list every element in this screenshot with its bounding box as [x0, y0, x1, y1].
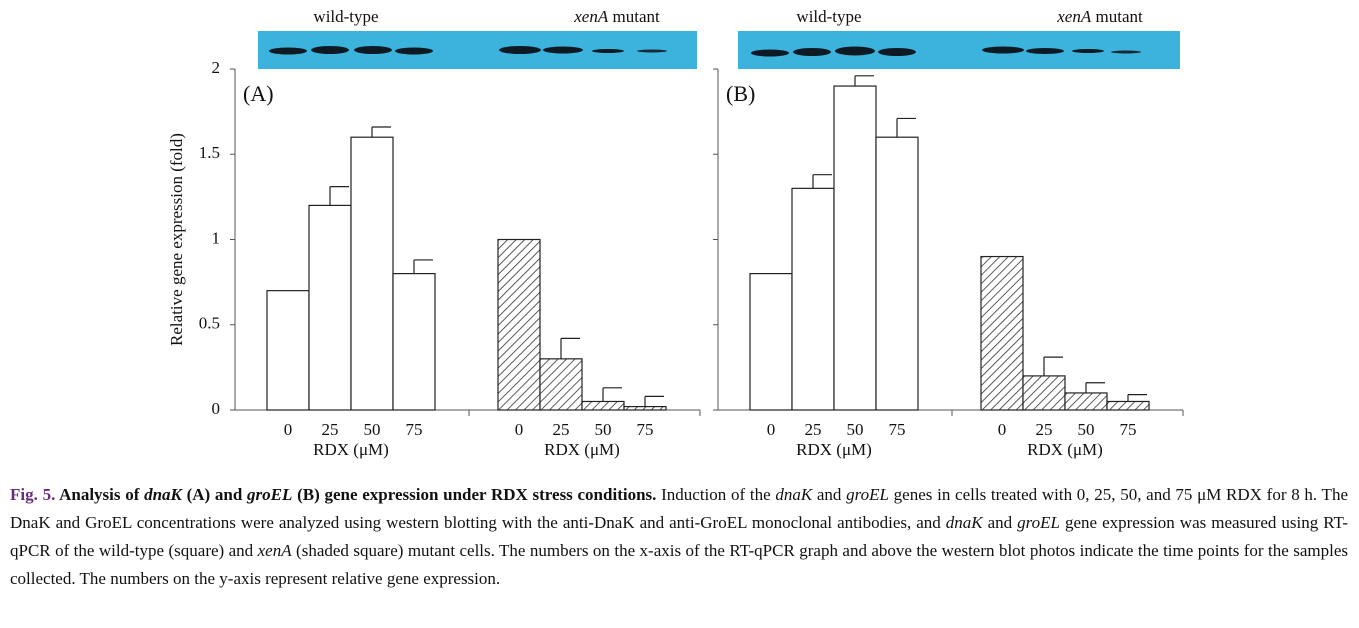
- caption-title: (B) gene expression under RDX stress con…: [292, 485, 657, 504]
- error-bar: [560, 337, 580, 359]
- caption-text: dnaK: [945, 513, 983, 532]
- bar: [749, 273, 793, 411]
- x-tick-label: 75: [1120, 420, 1137, 439]
- bar: [791, 187, 835, 411]
- x-tick-label: 50: [595, 420, 612, 439]
- blot-label: xenA mutant: [573, 7, 660, 26]
- caption-text: genes in cells treated with 0, 25, 50, a…: [10, 485, 1348, 532]
- bar: [308, 204, 352, 411]
- x-tick-label: 25: [805, 420, 822, 439]
- caption-text: dnaK: [775, 485, 813, 504]
- error-bar: [854, 75, 874, 87]
- bar: [497, 238, 541, 411]
- x-axis-title: RDX (μM): [313, 440, 389, 459]
- caption-text: groEL: [846, 485, 889, 504]
- error-bar: [329, 186, 349, 206]
- y-axis-title: Relative gene expression (fold): [167, 133, 186, 346]
- x-tick-label: 75: [637, 420, 654, 439]
- error-bar: [1043, 356, 1063, 376]
- figure-label: Fig. 5.: [10, 485, 56, 504]
- caption-text: (shaded square) mutant cells. The number…: [10, 541, 1348, 588]
- caption: Fig. 5. Analysis of dnaK (A) and groEL (…: [10, 481, 1348, 593]
- caption-title: dnaK: [144, 485, 182, 504]
- bar: [1022, 375, 1066, 411]
- caption-text: xenA: [257, 541, 292, 560]
- x-axis-title: RDX (μM): [544, 440, 620, 459]
- caption-title: groEL: [247, 485, 293, 504]
- error-bar: [896, 117, 916, 138]
- western-blot: [258, 31, 1180, 69]
- bar: [266, 290, 310, 411]
- x-tick-label: 0: [998, 420, 1007, 439]
- error-bar: [1085, 382, 1105, 393]
- figure: 0 0.5 1 1.5 2 Relative gene expression (fold)…: [167, 7, 1184, 459]
- bar: [875, 136, 919, 411]
- bar: [1064, 392, 1108, 411]
- bar: [833, 85, 877, 411]
- error-bar: [413, 259, 433, 274]
- x-tick-label: 75: [889, 420, 906, 439]
- x-tick-label: 25: [1036, 420, 1053, 439]
- x-tick-label: 50: [364, 420, 381, 439]
- error-bar: [644, 395, 664, 407]
- caption-text: and: [812, 485, 847, 504]
- bar: [1106, 400, 1150, 411]
- caption-text: groEL: [1017, 513, 1060, 532]
- error-bar: [812, 174, 832, 189]
- x-tick-label: 50: [847, 420, 864, 439]
- x-axis-title: RDX (μM): [1027, 440, 1103, 459]
- error-bar: [602, 387, 622, 402]
- x-tick-label: 75: [406, 420, 423, 439]
- bar: [581, 400, 625, 411]
- y-tick-label: 1.5: [199, 143, 220, 162]
- bar: [539, 358, 583, 411]
- x-tick-label: 25: [553, 420, 570, 439]
- bar: [980, 255, 1024, 411]
- caption-text: gene expression was measured using RT-qP…: [10, 513, 1348, 560]
- blot-label: wild-type: [796, 7, 861, 26]
- y-tick-label: 1: [212, 228, 221, 247]
- caption-text: Induction of the: [656, 485, 776, 504]
- x-tick-label: 50: [1078, 420, 1095, 439]
- y-tick-label: 2: [212, 58, 221, 77]
- caption-text: and: [982, 513, 1018, 532]
- blot-label: xenA mutant: [1056, 7, 1143, 26]
- panel-label: (B): [726, 81, 755, 106]
- panel-label: (A): [243, 81, 274, 106]
- y-tick-label: 0: [212, 399, 221, 418]
- caption-title: (A) and: [181, 485, 248, 504]
- bar: [392, 273, 436, 411]
- x-tick-label: 0: [767, 420, 776, 439]
- error-bar: [371, 126, 391, 138]
- x-tick-label: 0: [284, 420, 293, 439]
- error-bar: [1127, 394, 1147, 402]
- bar: [623, 405, 667, 411]
- bar: [350, 136, 394, 411]
- y-tick-label: 0.5: [199, 314, 220, 333]
- x-tick-label: 0: [515, 420, 524, 439]
- blot-label: wild-type: [313, 7, 378, 26]
- x-tick-label: 25: [322, 420, 339, 439]
- caption-title: Analysis of: [55, 485, 145, 504]
- x-axis-title: RDX (μM): [796, 440, 872, 459]
